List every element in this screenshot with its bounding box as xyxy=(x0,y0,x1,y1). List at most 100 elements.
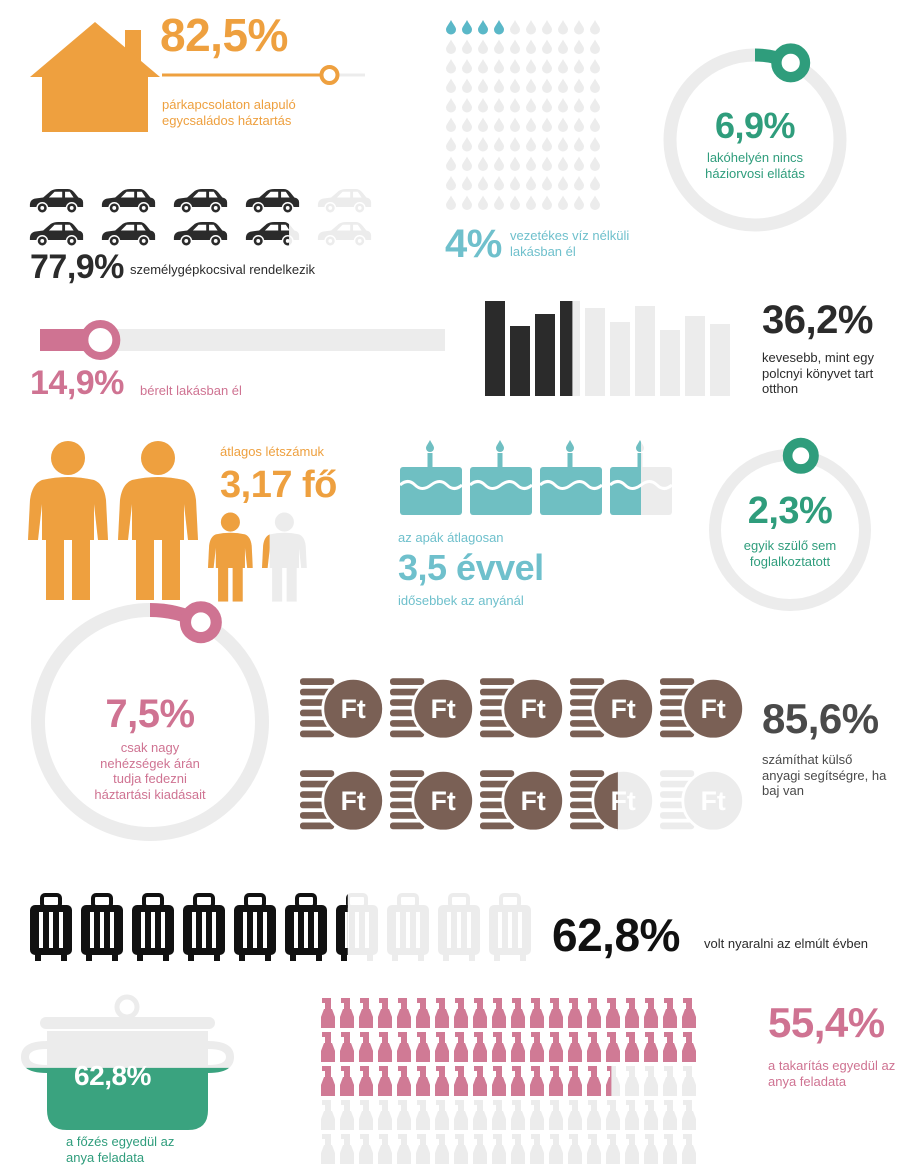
hub xyxy=(328,206,332,210)
drop-shape xyxy=(510,40,520,55)
nozzle xyxy=(588,998,597,1003)
neck xyxy=(458,1139,464,1145)
drop-bg xyxy=(558,137,568,152)
neck xyxy=(610,1003,616,1009)
drop-bg xyxy=(494,196,504,211)
drop-bg xyxy=(510,137,520,152)
nozzle xyxy=(436,1134,445,1139)
bottle xyxy=(568,1009,582,1028)
coin-label: Ft xyxy=(431,694,456,724)
drop-shape xyxy=(526,176,536,191)
drop-shape xyxy=(462,98,472,113)
head xyxy=(51,441,85,475)
drop-bg xyxy=(574,40,584,55)
spray xyxy=(473,998,487,1028)
neck xyxy=(401,1003,407,1009)
drop-shape xyxy=(574,79,584,94)
coin: Ft xyxy=(390,678,474,739)
nozzle xyxy=(550,1100,559,1105)
nozzle xyxy=(626,1134,635,1139)
nozzle xyxy=(493,1032,502,1037)
drop-bg xyxy=(590,20,600,35)
drop-shape xyxy=(446,118,456,133)
drop-shape xyxy=(558,79,568,94)
neck xyxy=(553,1071,559,1077)
nozzle xyxy=(455,1032,464,1037)
neck xyxy=(382,1037,388,1043)
book-bg xyxy=(635,306,655,396)
stat: 3,17 fő xyxy=(220,466,337,504)
neck xyxy=(534,1003,540,1009)
neck xyxy=(477,1037,483,1043)
spray-bg xyxy=(435,1100,449,1130)
bottle xyxy=(549,1043,563,1062)
nozzle xyxy=(360,1100,369,1105)
neck xyxy=(496,1003,502,1009)
drop-bg xyxy=(526,137,536,152)
bottle xyxy=(644,1009,658,1028)
stripe xyxy=(518,912,522,948)
drop-shape xyxy=(574,20,584,35)
nozzle xyxy=(664,1066,673,1071)
car xyxy=(30,222,83,246)
drop-shape xyxy=(478,176,488,191)
wheel xyxy=(418,955,424,961)
hub xyxy=(358,206,362,210)
spray xyxy=(511,998,525,1028)
neck xyxy=(572,1071,578,1077)
spray xyxy=(644,998,658,1028)
bottle xyxy=(549,1111,563,1130)
nozzle xyxy=(645,1100,654,1105)
nozzle xyxy=(683,1032,692,1037)
hub xyxy=(184,239,188,243)
drop-bg xyxy=(478,98,488,113)
stat: 6,9% xyxy=(665,108,845,144)
caption: volt nyaralni az elmúlt évben xyxy=(704,936,868,952)
hub xyxy=(256,206,260,210)
drop-shape xyxy=(526,118,536,133)
drop-shape xyxy=(542,196,552,211)
bottle xyxy=(492,1111,506,1130)
neck xyxy=(648,1105,654,1111)
drop-bg xyxy=(574,98,584,113)
cake-base xyxy=(470,467,532,515)
hub xyxy=(328,239,332,243)
drop-shape xyxy=(510,98,520,113)
leg xyxy=(46,538,64,600)
caption: lakóhelyén nincs háziorvosi ellátás xyxy=(695,150,815,181)
caption: az apák átlagosan xyxy=(398,530,504,546)
nozzle xyxy=(569,1066,578,1071)
bottle xyxy=(530,1145,544,1164)
bottle xyxy=(568,1145,582,1164)
nozzle xyxy=(531,1032,540,1037)
drop-shape xyxy=(510,176,520,191)
drop-shape xyxy=(462,196,472,211)
drop-shape xyxy=(558,40,568,55)
wheel xyxy=(86,955,92,961)
nozzle xyxy=(645,1032,654,1037)
coin-stack xyxy=(300,823,334,830)
drop-shape xyxy=(590,176,600,191)
neck xyxy=(515,1037,521,1043)
drop-bg xyxy=(510,79,520,94)
drop-shape xyxy=(558,157,568,172)
bottle xyxy=(397,1043,411,1062)
drop-bg xyxy=(590,98,600,113)
spray xyxy=(606,998,620,1028)
spray-bg xyxy=(625,1100,639,1130)
stat: 82,5% xyxy=(160,12,288,58)
spray xyxy=(378,998,392,1028)
spray xyxy=(397,1032,411,1062)
bottle xyxy=(473,1009,487,1028)
nozzle xyxy=(569,1134,578,1139)
wheel xyxy=(316,955,322,961)
nozzle xyxy=(360,1134,369,1139)
bottle xyxy=(340,1043,354,1062)
bottle xyxy=(321,1111,335,1130)
drop-shape xyxy=(558,20,568,35)
leg xyxy=(272,567,282,602)
book-shape xyxy=(710,324,730,396)
stripe xyxy=(416,912,420,948)
spray-bg xyxy=(530,1134,544,1164)
spray-bg xyxy=(321,1100,335,1130)
